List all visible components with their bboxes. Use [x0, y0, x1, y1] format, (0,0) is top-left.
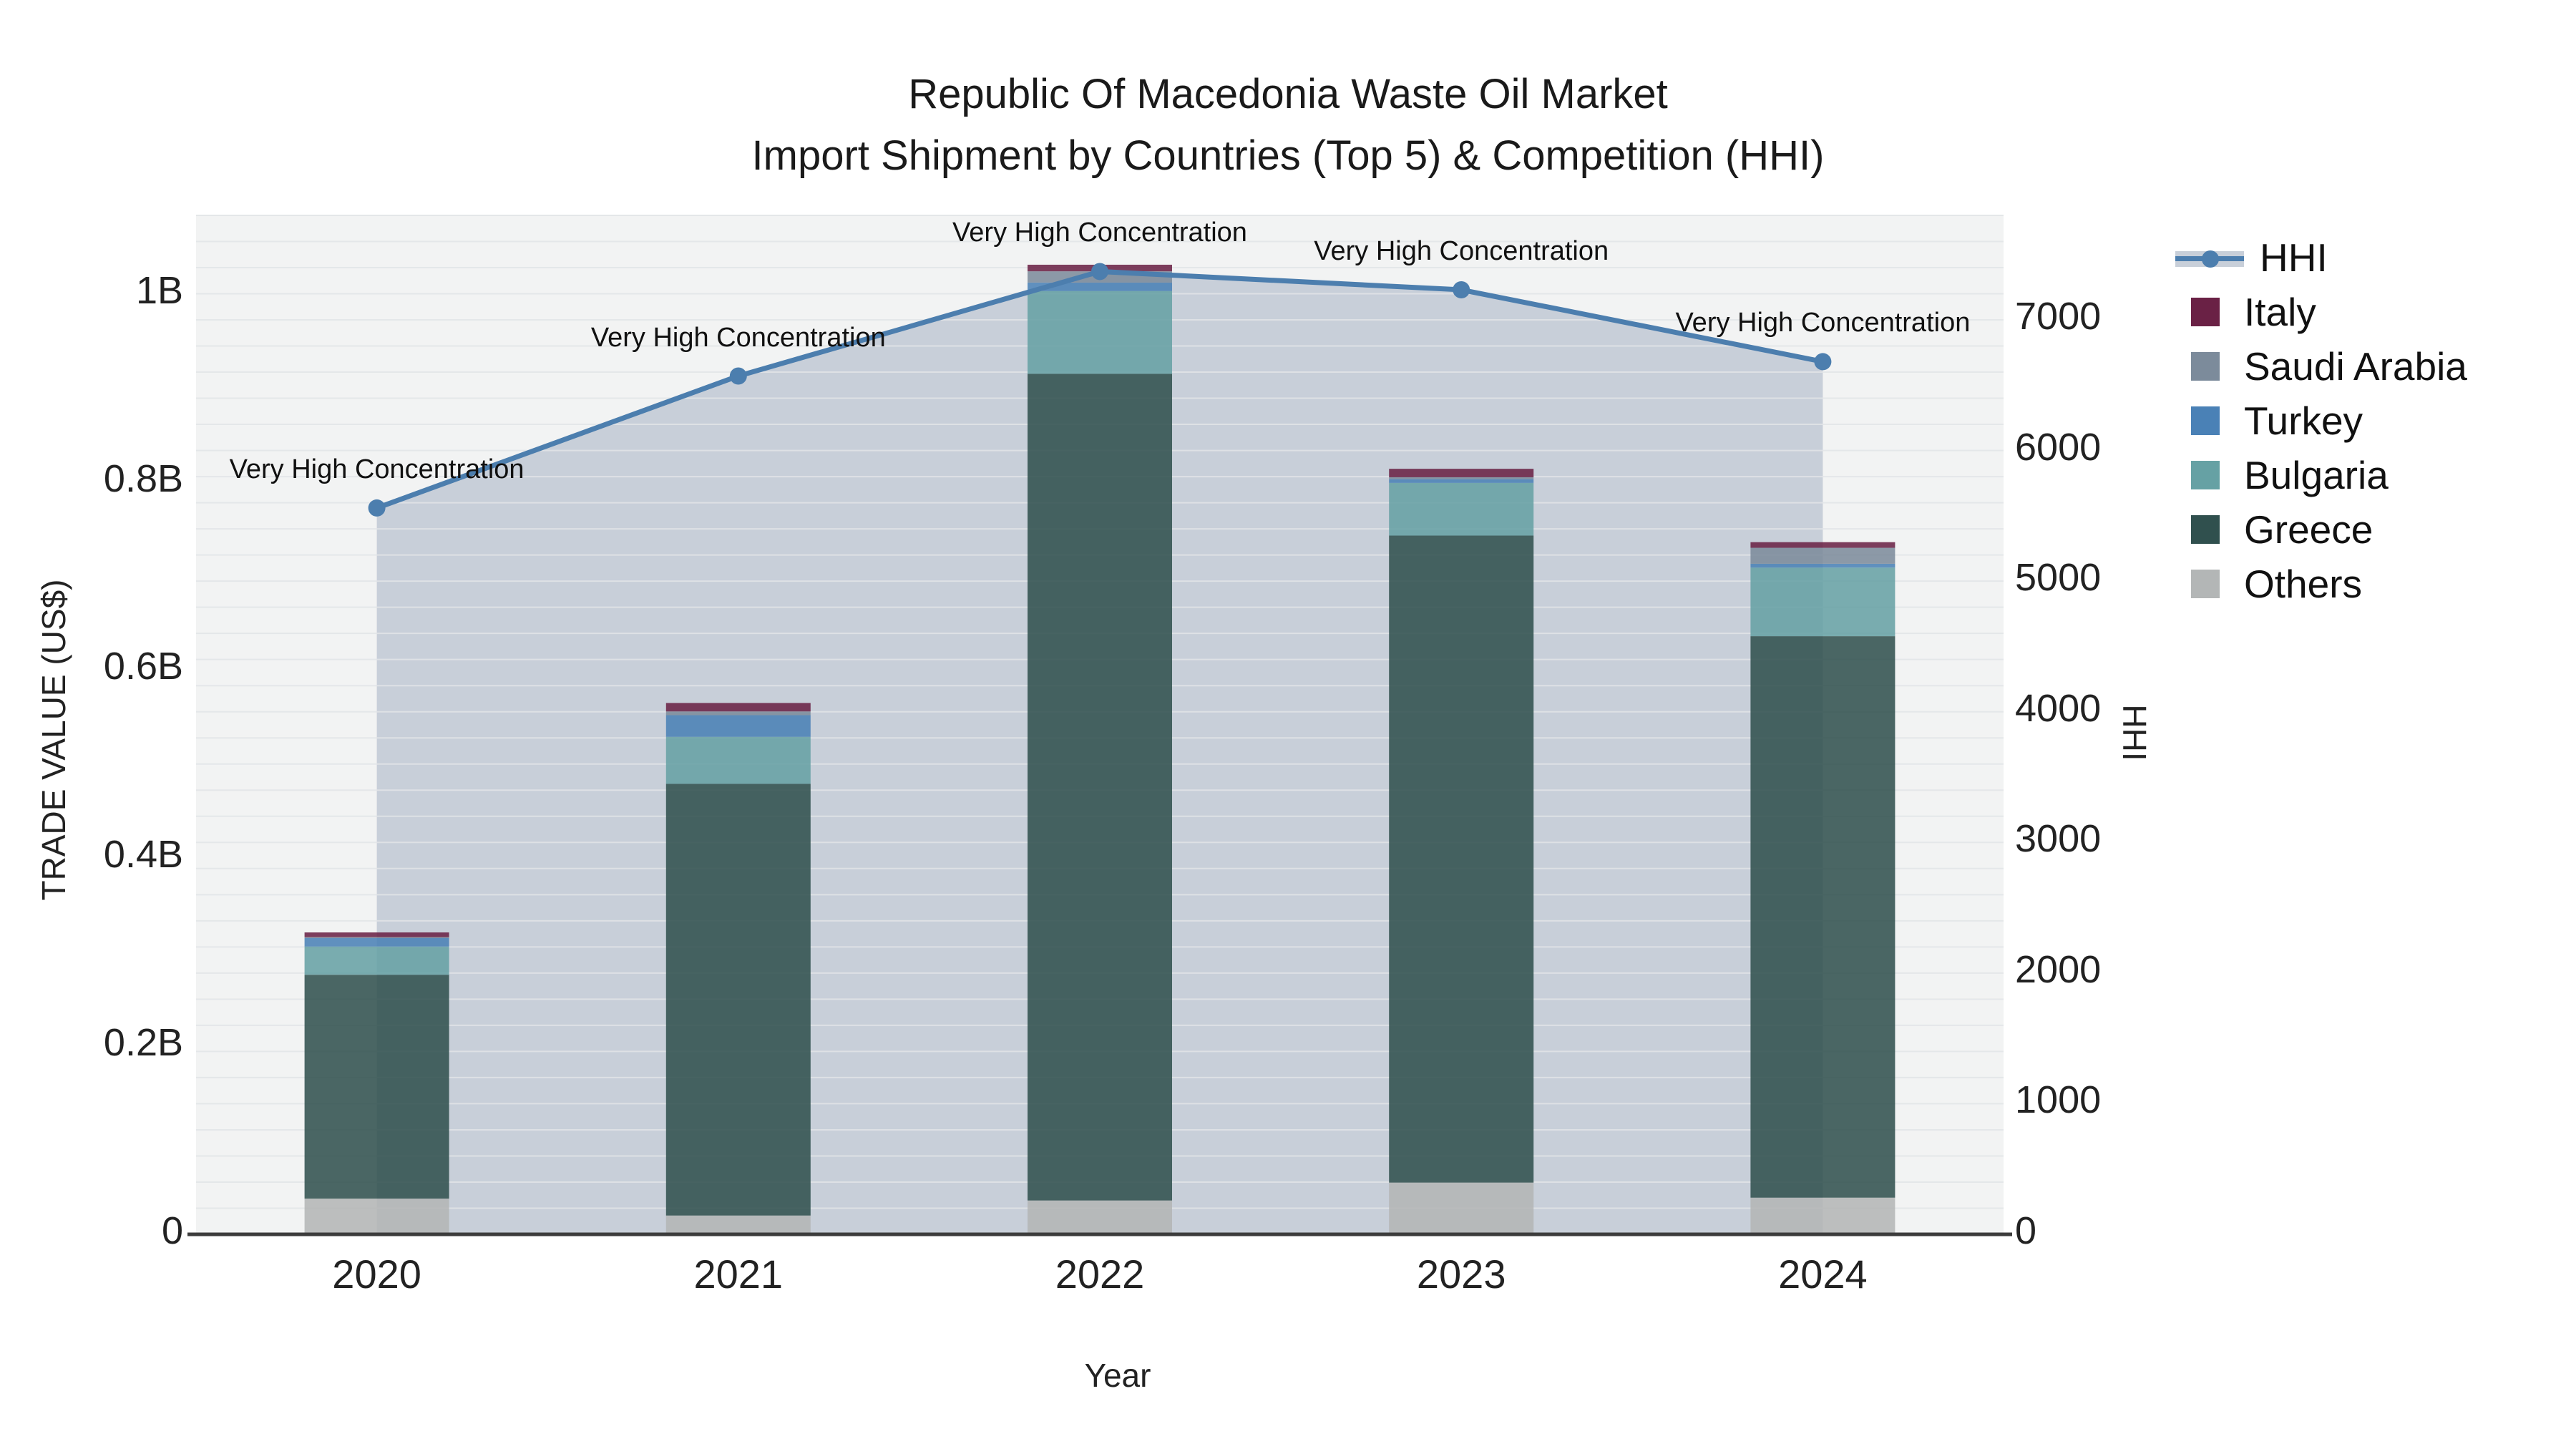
legend-item-italy[interactable]: Italy — [2191, 285, 2467, 339]
bar-2020-bulgaria[interactable] — [304, 946, 449, 975]
chart-title-line1: Republic Of Macedonia Waste Oil Market — [908, 71, 1668, 117]
y-right-tick-label: 6000 — [2015, 425, 2102, 469]
bar-2024-turkey[interactable] — [1750, 563, 1896, 568]
saudi-arabia-swatch-icon — [2191, 352, 2220, 381]
y-left-tick-label: 1B — [135, 268, 183, 312]
legend-item-label: Others — [2244, 562, 2363, 606]
bar-2021-saudi-arabia[interactable] — [665, 711, 811, 716]
bar-2024-greece[interactable] — [1750, 636, 1896, 1198]
legend-item-greece[interactable]: Greece — [2191, 502, 2467, 557]
bar-2024-italy[interactable] — [1750, 542, 1896, 548]
annotation-2020: Very High Concentration — [229, 454, 525, 484]
annotation-2021: Very High Concentration — [590, 322, 886, 353]
turkey-swatch-icon — [2191, 406, 2220, 435]
legend-item-label: Saudi Arabia — [2244, 344, 2467, 389]
bar-2024-saudi-arabia[interactable] — [1750, 547, 1896, 564]
legend-item-label: Italy — [2244, 290, 2316, 334]
hhi-marker-2020[interactable] — [368, 499, 386, 517]
bar-2020-others[interactable] — [304, 1199, 449, 1234]
legend-item-bulgaria[interactable]: Bulgaria — [2191, 448, 2467, 502]
bar-2020-greece[interactable] — [304, 975, 449, 1199]
legend-item-saudi-arabia[interactable]: Saudi Arabia — [2191, 339, 2467, 394]
bar-2021-bulgaria[interactable] — [665, 736, 811, 784]
y-left-tick-label: 0.8B — [103, 457, 183, 500]
bar-2023-others[interactable] — [1389, 1182, 1534, 1234]
y-right-tick-label: 1000 — [2015, 1078, 2102, 1122]
y-left-tick-label: 0 — [161, 1209, 183, 1252]
bar-2023-saudi-arabia[interactable] — [1389, 477, 1534, 479]
bar-2022-turkey[interactable] — [1028, 282, 1172, 291]
bar-2023-greece[interactable] — [1389, 535, 1534, 1183]
bar-2024-others[interactable] — [1750, 1197, 1896, 1234]
legend-item-others[interactable]: Others — [2191, 557, 2467, 611]
annotation-2023: Very High Concentration — [1314, 236, 1609, 266]
bar-2024-bulgaria[interactable] — [1750, 567, 1896, 637]
x-tick-label: 2021 — [693, 1252, 784, 1297]
annotation-2024: Very High Concentration — [1675, 308, 1971, 338]
x-tick-label: 2024 — [1778, 1252, 1868, 1297]
bar-2022-greece[interactable] — [1028, 374, 1172, 1201]
bar-2021-others[interactable] — [665, 1215, 811, 1234]
y-left-tick-label: 0.2B — [103, 1021, 183, 1065]
greece-swatch-icon — [2191, 515, 2220, 544]
bar-2021-italy[interactable] — [665, 703, 811, 712]
hhi-line-legend-icon — [2175, 243, 2244, 272]
legend-item-turkey[interactable]: Turkey — [2191, 394, 2467, 448]
bar-2022-bulgaria[interactable] — [1028, 291, 1172, 374]
legend: HHI Italy Saudi Arabia Turkey Bulgaria Greece… — [2175, 230, 2467, 611]
legend-item-label: HHI — [2260, 235, 2328, 280]
bar-2021-greece[interactable] — [665, 784, 811, 1216]
x-axis-title: Year — [1084, 1357, 1151, 1394]
y-right-tick-label: 5000 — [2015, 556, 2102, 600]
legend-item-label: Bulgaria — [2244, 453, 2389, 497]
italy-swatch-icon — [2191, 298, 2220, 326]
others-swatch-icon — [2191, 570, 2220, 598]
x-tick-label: 2020 — [332, 1252, 421, 1297]
bar-2023-italy[interactable] — [1389, 469, 1534, 477]
x-tick-label: 2022 — [1055, 1252, 1145, 1297]
legend-item-label: Greece — [2244, 507, 2373, 552]
bar-2020-italy[interactable] — [304, 932, 449, 937]
bar-2020-turkey[interactable] — [304, 937, 449, 947]
hhi-marker-2022[interactable] — [1091, 263, 1108, 280]
x-tick-label: 2023 — [1416, 1252, 1506, 1297]
bar-2021-turkey[interactable] — [665, 715, 811, 737]
bulgaria-swatch-icon — [2191, 461, 2220, 489]
y-right-tick-label: 0 — [2015, 1209, 2037, 1252]
y-right-tick-label: 2000 — [2015, 947, 2102, 991]
y-right-tick-label: 7000 — [2015, 295, 2102, 338]
y-axis-right-title: HHI — [2116, 704, 2153, 761]
annotation-2022: Very High Concentration — [952, 218, 1247, 248]
y-left-tick-label: 0.6B — [103, 645, 183, 688]
y-right-tick-label: 4000 — [2015, 686, 2102, 730]
legend-item-hhi[interactable]: HHI — [2175, 230, 2467, 285]
hhi-marker-2023[interactable] — [1453, 281, 1470, 299]
hhi-marker-2021[interactable] — [729, 367, 747, 385]
bar-2022-others[interactable] — [1028, 1200, 1172, 1234]
y-left-tick-label: 0.4B — [103, 833, 183, 877]
legend-item-label: Turkey — [2244, 399, 2363, 443]
hhi-marker-2024[interactable] — [1814, 353, 1832, 371]
bar-2023-bulgaria[interactable] — [1389, 482, 1534, 536]
chart-title-line2: Import Shipment by Countries (Top 5) & C… — [751, 132, 1825, 179]
y-right-tick-label: 3000 — [2015, 817, 2102, 861]
bar-2023-turkey[interactable] — [1389, 479, 1534, 483]
bar-2020-saudi-arabia[interactable] — [304, 937, 449, 938]
